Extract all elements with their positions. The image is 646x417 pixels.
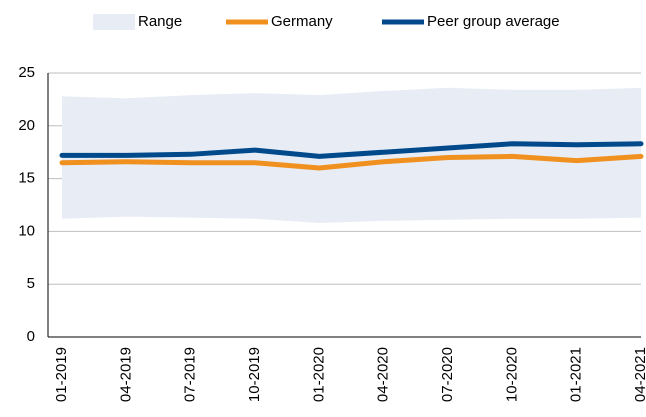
x-tick-label: 10-2019 bbox=[246, 347, 263, 402]
legend-label: Range bbox=[138, 13, 182, 30]
y-tick-label: 0 bbox=[27, 328, 35, 345]
y-tick-label: 15 bbox=[18, 170, 35, 187]
x-tick-label: 01-2021 bbox=[568, 347, 585, 402]
x-tick-label: 04-2019 bbox=[117, 347, 134, 402]
y-tick-label: 25 bbox=[18, 64, 35, 81]
x-tick-label: 07-2019 bbox=[182, 347, 199, 402]
x-tick-label: 04-2021 bbox=[632, 347, 646, 402]
series-line bbox=[59, 141, 644, 159]
y-tick-label: 10 bbox=[18, 222, 35, 239]
legend-label: Peer group average bbox=[427, 13, 560, 30]
legend-label: Germany bbox=[271, 13, 333, 30]
x-tick-label: 01-2020 bbox=[310, 347, 327, 402]
y-tick-label: 20 bbox=[18, 117, 35, 134]
x-tick-label: 04-2020 bbox=[375, 347, 392, 402]
x-tick-label: 10-2020 bbox=[503, 347, 520, 402]
series-line bbox=[59, 153, 644, 171]
x-tick-label: 01-2019 bbox=[53, 347, 70, 402]
legend-swatch bbox=[93, 14, 135, 30]
y-tick-label: 5 bbox=[27, 275, 35, 292]
x-tick-label: 07-2020 bbox=[439, 347, 456, 402]
